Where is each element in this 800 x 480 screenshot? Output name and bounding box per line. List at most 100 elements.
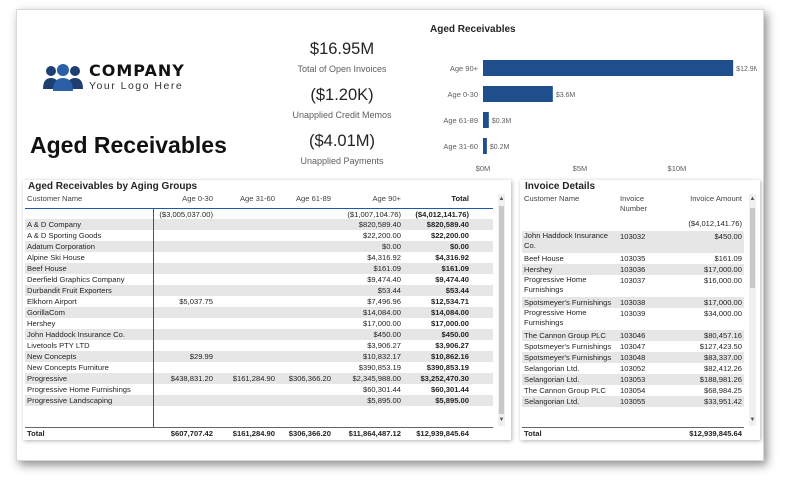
- category-label: Age 0-30: [448, 90, 478, 99]
- table-cell: 103053: [620, 375, 646, 384]
- column-header[interactable]: Age 61-89: [295, 194, 331, 203]
- column-header[interactable]: Total: [451, 194, 469, 203]
- table-cell: [215, 241, 277, 252]
- chevron-down-icon[interactable]: ▼: [749, 417, 756, 423]
- table-row[interactable]: Progressive Home Furnishings 103039 $34,00…: [522, 308, 744, 330]
- column-header[interactable]: Invoice Number: [620, 194, 648, 213]
- table-cell: Hershey: [27, 319, 56, 328]
- table-cell: Alpine Ski House: [27, 253, 85, 262]
- bar[interactable]: [483, 138, 487, 154]
- table-row[interactable]: Selangorian Ltd. 103053 $188,981.26: [522, 374, 744, 385]
- table-row[interactable]: Selangorian Ltd. 103055 $33,951.42: [522, 396, 744, 407]
- table-cell: GorillaCom: [27, 308, 65, 317]
- table-cell: [618, 218, 674, 231]
- table-row[interactable]: Hershey $17,000.00 $17,000.00: [25, 318, 493, 329]
- table-cell: New Concepts Furniture: [27, 363, 109, 372]
- table-cell: John Haddock Insurance Co.: [27, 330, 125, 339]
- table-cell: 103046: [620, 331, 646, 340]
- table-cell: $80,457.16: [703, 331, 742, 340]
- bar[interactable]: [483, 86, 553, 102]
- table-row[interactable]: Spotsmeyer's Furnishings 103048 $83,337.00: [522, 352, 744, 363]
- table-cell: $161.09: [441, 264, 469, 273]
- aging-table-body: ($3,005,037.00) ($1,007,104.76) ($4,012,14…: [25, 208, 493, 406]
- kpi-unapplied-payments[interactable]: ($4.01M) Unapplied Payments: [257, 132, 427, 166]
- table-cell: $16,000.00: [703, 276, 742, 285]
- table-row[interactable]: Deerfield Graphics Company $9,474.40 $9,47…: [25, 274, 493, 285]
- table-row[interactable]: Progressive Home Furnishings $60,301.44 $6…: [25, 384, 493, 395]
- invoice-table-scrollbar[interactable]: ▲ ▼: [749, 194, 756, 426]
- table-row[interactable]: Selangorian Ltd. 103052 $82,412.26: [522, 363, 744, 374]
- chevron-down-icon[interactable]: ▼: [498, 417, 505, 423]
- aged-receivables-bar-chart[interactable]: Age 90+ $12.9M Age 0-30 $3.6M Age 61-89 $0.3M…: [417, 40, 757, 175]
- table-row[interactable]: New Concepts Furniture $390,853.19 $390,85…: [25, 362, 493, 373]
- table-row[interactable]: Alpine Ski House $4,316.92 $4,316.92: [25, 252, 493, 263]
- table-row[interactable]: Progressive Home Furnishings 103037 $16,00…: [522, 275, 744, 297]
- table-cell: 103032: [620, 232, 646, 241]
- bar[interactable]: [483, 112, 489, 128]
- table-row[interactable]: Hershey 103036 $17,000.00: [522, 264, 744, 275]
- scroll-thumb[interactable]: [499, 206, 504, 414]
- table-row[interactable]: GorillaCom $14,084.00 $14,084.00: [25, 307, 493, 318]
- table-row[interactable]: Beef House $161.09 $161.09: [25, 263, 493, 274]
- company-logo: COMPANY Your Logo Here: [41, 62, 185, 92]
- table-cell: [277, 307, 333, 318]
- table-row[interactable]: Durbandit Fruit Exporters $53.44 $53.44: [25, 285, 493, 296]
- table-row[interactable]: Elkhorn Airport $5,037.75 $7,496.96 $12,534…: [25, 296, 493, 307]
- table-cell: Progressive Home Furnishings: [524, 308, 587, 327]
- table-row[interactable]: The Cannon Group PLC 103054 $68,984.25: [522, 385, 744, 396]
- x-tick-label: $0M: [476, 164, 491, 173]
- company-name: COMPANY: [89, 60, 185, 80]
- table-cell: New Concepts: [27, 352, 77, 361]
- table-row[interactable]: Spotsmeyer's Furnishings 103038 $17,000.00: [522, 297, 744, 308]
- table-row[interactable]: Adatum Corporation $0.00 $0.00: [25, 241, 493, 252]
- table-row[interactable]: Livetools PTY LTD $3,906.27 $3,906.27: [25, 340, 493, 351]
- table-cell: [153, 230, 215, 241]
- table-row[interactable]: ($4,012,141.76): [522, 218, 744, 231]
- chevron-up-icon[interactable]: ▲: [498, 196, 505, 202]
- table-row[interactable]: A & D Company $820,589.40 $820,589.40: [25, 219, 493, 230]
- total-cell: $12,939,845.64: [689, 429, 742, 438]
- invoice-details-visual[interactable]: Invoice Details Customer Name Invoice Num…: [520, 180, 760, 440]
- table-cell: Elkhorn Airport: [27, 297, 77, 306]
- column-header[interactable]: Age 31-60: [239, 194, 275, 203]
- aging-groups-table-visual[interactable]: Aged Receivables by Aging Groups Custome…: [23, 180, 511, 440]
- table-cell: The Cannon Group PLC: [524, 386, 606, 395]
- kpi-credit-memos[interactable]: ($1.20K) Unapplied Credit Memos: [257, 86, 427, 120]
- table-row[interactable]: Spotsmeyer's Furnishings 103047 $127,423.5…: [522, 341, 744, 352]
- x-tick-label: $5M: [573, 164, 588, 173]
- report-canvas: COMPANY Your Logo Here Aged Receivables …: [16, 9, 764, 461]
- table-row[interactable]: A & D Sporting Goods $22,200.00 $22,200.00: [25, 230, 493, 241]
- table-row[interactable]: John Haddock Insurance Co. 103032 $450.00: [522, 231, 744, 253]
- kpi-open-invoices[interactable]: $16.95M Total of Open Invoices: [257, 40, 427, 74]
- chevron-up-icon[interactable]: ▲: [749, 196, 756, 202]
- aging-table-scrollbar[interactable]: ▲ ▼: [498, 194, 505, 426]
- column-header[interactable]: Age 90+: [372, 194, 401, 203]
- table-row[interactable]: The Cannon Group PLC 103046 $80,457.16: [522, 330, 744, 341]
- invoice-table-body: ($4,012,141.76) John Haddock Insurance Co…: [522, 218, 744, 407]
- bar[interactable]: [483, 60, 734, 76]
- total-cell: $161,284.90: [232, 429, 275, 438]
- table-cell: $306,366.20: [288, 374, 331, 383]
- scroll-thumb[interactable]: [750, 208, 755, 288]
- column-header[interactable]: Customer Name: [27, 194, 83, 203]
- table-cell: $14,084.00: [430, 308, 469, 317]
- kpi-value: $16.95M: [309, 40, 375, 58]
- table-row[interactable]: Beef House 103035 $161.09: [522, 253, 744, 264]
- table-row[interactable]: John Haddock Insurance Co. $450.00 $450.00: [25, 329, 493, 340]
- table-cell: [277, 329, 333, 340]
- table-cell: [215, 296, 277, 307]
- table-cell: $17,000.00: [430, 319, 469, 328]
- table-cell: $7,496.96: [367, 297, 401, 306]
- table-row[interactable]: Progressive $438,831.20 $161,284.90 $306,36…: [25, 373, 493, 384]
- column-header[interactable]: Invoice Amount: [690, 194, 742, 203]
- kpi-label: Unapplied Payments: [300, 156, 384, 166]
- column-header[interactable]: Customer Name: [524, 194, 580, 203]
- kpi-label: Total of Open Invoices: [297, 64, 387, 74]
- table-row[interactable]: New Concepts $29.99 $10,832.17 $10,862.16: [25, 351, 493, 362]
- table-row[interactable]: Progressive Landscaping $5,895.00 $5,895.0…: [25, 395, 493, 406]
- table-row[interactable]: ($3,005,037.00) ($1,007,104.76) ($4,012,14…: [25, 208, 493, 219]
- column-header[interactable]: Age 0-30: [182, 194, 213, 203]
- table-cell: [215, 263, 277, 274]
- table-cell: $5,895.00: [367, 396, 401, 405]
- table-cell: $820,589.40: [358, 220, 401, 229]
